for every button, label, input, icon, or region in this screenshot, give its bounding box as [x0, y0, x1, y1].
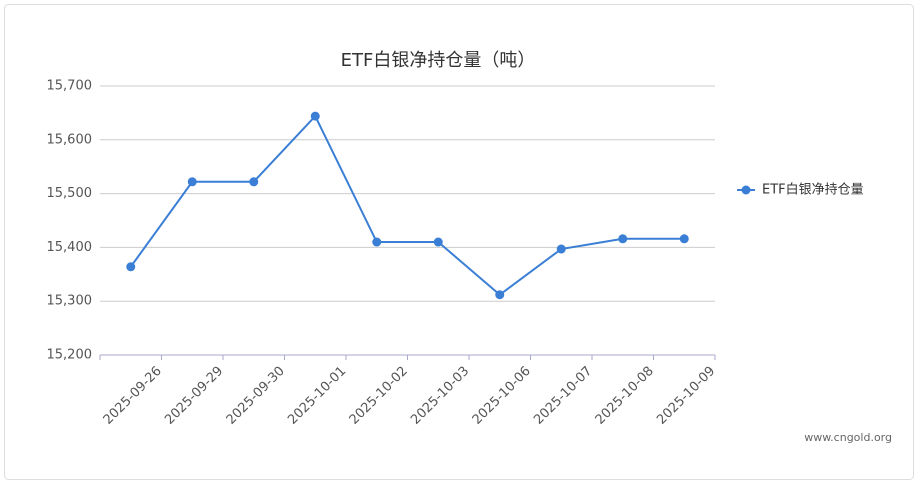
source: www.cngold.org: [804, 431, 892, 444]
point: [310, 111, 320, 121]
frame: [4, 4, 914, 480]
point: [187, 177, 197, 187]
y-tick-label: 15,600: [47, 132, 93, 147]
y-tick-label: 15,300: [47, 294, 93, 309]
line: [129, 114, 685, 297]
point: [126, 262, 136, 272]
point: [556, 244, 566, 254]
point: [433, 237, 443, 247]
legend-label: ETF白银净持仓量: [762, 182, 864, 198]
y-tick-label: 15,200: [47, 348, 93, 363]
point: [249, 177, 259, 187]
point: [495, 290, 505, 300]
point: [618, 234, 628, 244]
point: [372, 237, 382, 247]
chart-title: ETF白银净持仓量（吨）: [341, 50, 536, 71]
legend-marker: [741, 185, 751, 195]
y-tick-label: 15,500: [47, 186, 93, 201]
y-tick-label: 15,400: [47, 240, 93, 255]
point: [679, 234, 689, 244]
y-tick-label: 15,700: [47, 79, 93, 94]
